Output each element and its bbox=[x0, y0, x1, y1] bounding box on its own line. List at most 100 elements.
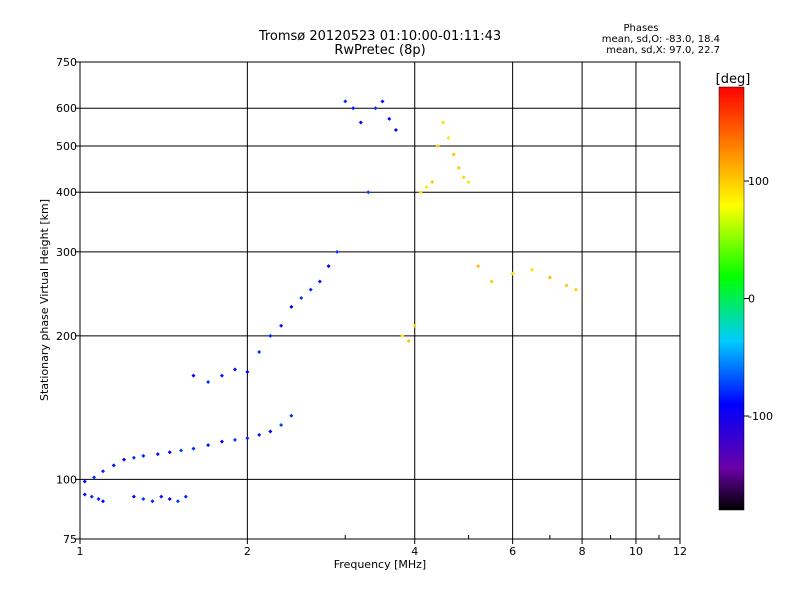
data-point bbox=[131, 455, 136, 460]
data-point bbox=[232, 437, 237, 442]
data-point bbox=[430, 180, 435, 185]
data-point bbox=[245, 436, 250, 441]
y-tick-label: 75 bbox=[63, 533, 77, 546]
data-point bbox=[435, 143, 440, 148]
x-tick-label: 4 bbox=[411, 545, 418, 558]
data-point bbox=[183, 494, 188, 499]
data-point bbox=[424, 185, 429, 190]
data-point bbox=[335, 249, 340, 254]
data-point bbox=[89, 494, 94, 499]
data-point bbox=[343, 99, 348, 104]
data-point bbox=[289, 413, 294, 418]
data-point bbox=[268, 333, 273, 338]
data-point bbox=[317, 279, 322, 284]
data-point bbox=[150, 499, 155, 504]
data-point bbox=[547, 275, 552, 280]
data-point bbox=[101, 499, 106, 504]
data-point bbox=[406, 339, 411, 344]
data-point bbox=[446, 135, 451, 140]
y-tick-label: 400 bbox=[56, 186, 77, 199]
data-point bbox=[268, 429, 273, 434]
data-points bbox=[82, 99, 578, 504]
data-point bbox=[289, 304, 294, 309]
data-point bbox=[510, 271, 515, 276]
data-point bbox=[82, 492, 87, 497]
data-point bbox=[366, 190, 371, 195]
plot-area bbox=[79, 61, 681, 540]
data-point bbox=[418, 190, 423, 195]
legend-stat-x: mean, sd,X: 97.0, 22.7 bbox=[606, 45, 720, 56]
data-point bbox=[456, 165, 461, 170]
data-point bbox=[191, 373, 196, 378]
y-tick-label: 500 bbox=[56, 140, 77, 153]
plot-frame bbox=[79, 61, 681, 540]
data-point bbox=[529, 267, 534, 272]
data-point bbox=[92, 475, 97, 480]
data-point bbox=[206, 443, 211, 448]
data-point bbox=[141, 496, 146, 501]
data-point bbox=[96, 496, 101, 501]
data-point bbox=[373, 106, 378, 111]
y-tick-label: 200 bbox=[56, 330, 77, 343]
data-point bbox=[400, 333, 405, 338]
data-point bbox=[167, 496, 172, 501]
data-point bbox=[326, 264, 331, 269]
data-point bbox=[191, 446, 196, 451]
y-axis-label: Stationary phase Virtual Height [km] bbox=[38, 199, 51, 401]
data-point bbox=[155, 452, 160, 457]
colorbar-tick-label: 100 bbox=[748, 175, 769, 188]
y-tick-label: 750 bbox=[56, 56, 77, 69]
data-point bbox=[441, 120, 446, 125]
data-point bbox=[82, 479, 87, 484]
data-point bbox=[299, 296, 304, 301]
data-point bbox=[564, 283, 569, 288]
data-point bbox=[393, 128, 398, 133]
grid-lines bbox=[80, 62, 680, 539]
data-point bbox=[131, 494, 136, 499]
colorbar bbox=[718, 86, 745, 511]
legend-heading: Phases bbox=[623, 23, 658, 34]
data-point bbox=[167, 450, 172, 455]
data-point bbox=[387, 116, 392, 121]
y-axis-ticks: 75 100 200 300 400 500 600 750 bbox=[56, 56, 80, 546]
colorbar-ticks: 100 0 -100 bbox=[744, 175, 773, 423]
data-point bbox=[380, 99, 385, 104]
data-point bbox=[308, 287, 313, 292]
x-tick-label: 12 bbox=[673, 545, 687, 558]
data-point bbox=[101, 469, 106, 474]
y-tick-label: 300 bbox=[56, 246, 77, 259]
data-point bbox=[279, 423, 284, 428]
data-point bbox=[141, 453, 146, 458]
data-point bbox=[175, 499, 180, 504]
data-point bbox=[279, 323, 284, 328]
chart-subtitle: RwPretec (8p) bbox=[334, 43, 425, 58]
data-point bbox=[257, 349, 262, 354]
colorbar-tick-label: 0 bbox=[748, 293, 755, 306]
data-point bbox=[179, 448, 184, 453]
data-point bbox=[466, 180, 471, 185]
chart-title: Tromsø 20120523 01:10:00-01:11:43 bbox=[258, 29, 501, 44]
x-axis-ticks: 1 2 4 6 8 10 12 bbox=[77, 535, 687, 558]
y-tick-label: 100 bbox=[56, 473, 77, 486]
data-point bbox=[573, 287, 578, 292]
x-tick-label: 6 bbox=[509, 545, 516, 558]
data-point bbox=[461, 175, 466, 180]
x-tick-label: 8 bbox=[579, 545, 586, 558]
data-point bbox=[412, 323, 417, 328]
x-tick-label: 10 bbox=[629, 545, 643, 558]
colorbar-label: [deg] bbox=[716, 72, 751, 87]
data-point bbox=[232, 367, 237, 372]
data-point bbox=[476, 264, 481, 269]
x-tick-label: 2 bbox=[244, 545, 251, 558]
data-point bbox=[159, 494, 164, 499]
y-tick-label: 600 bbox=[56, 102, 77, 115]
data-point bbox=[122, 457, 127, 462]
data-point bbox=[451, 152, 456, 157]
data-point bbox=[257, 432, 262, 437]
data-point bbox=[111, 463, 116, 468]
data-point bbox=[358, 120, 363, 125]
data-point bbox=[489, 279, 494, 284]
x-axis-label: Frequency [MHz] bbox=[334, 558, 426, 571]
data-point bbox=[219, 373, 224, 378]
